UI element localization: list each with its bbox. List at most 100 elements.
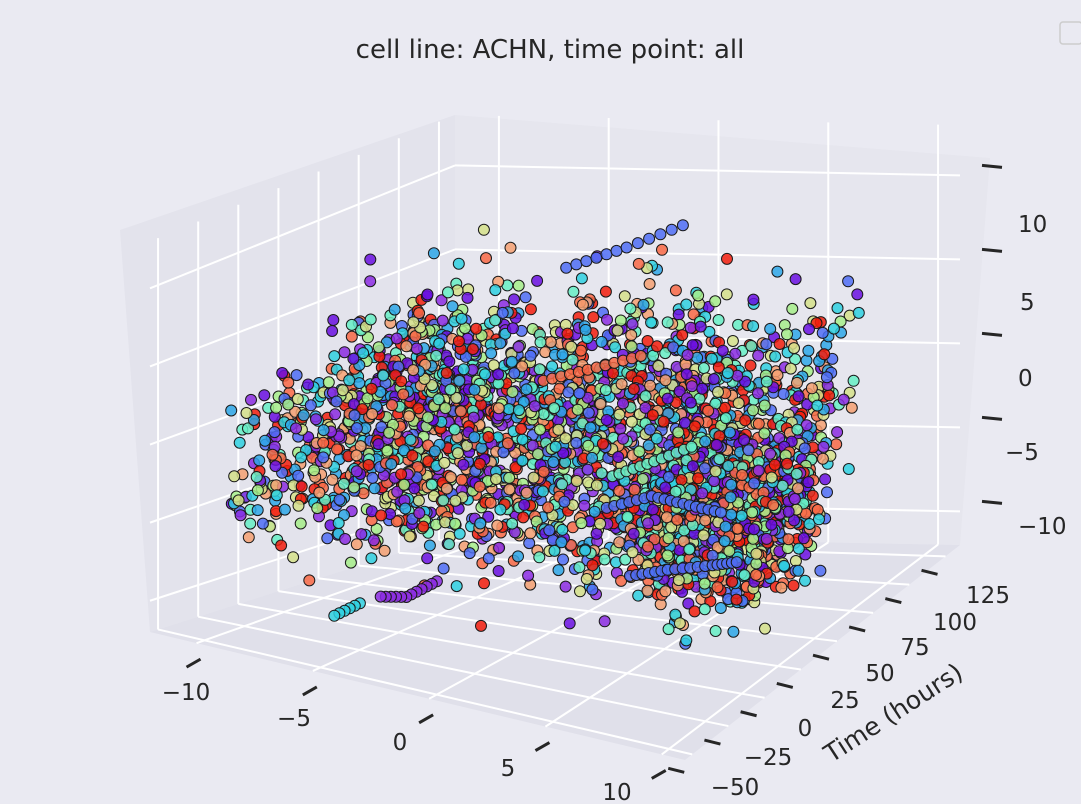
scatter-point bbox=[805, 382, 818, 395]
scatter-point bbox=[802, 344, 815, 357]
scatter-point bbox=[322, 376, 335, 389]
scatter-point bbox=[644, 423, 656, 436]
scatter-point bbox=[501, 437, 514, 450]
scatter-point bbox=[720, 288, 733, 301]
scatter-point bbox=[650, 432, 663, 445]
y-tick-mark bbox=[704, 738, 721, 746]
scatter-point bbox=[570, 258, 583, 271]
scatter-point bbox=[758, 399, 771, 412]
x-tick-label: 5 bbox=[501, 756, 516, 782]
scatter-point bbox=[566, 353, 579, 366]
scatter-point bbox=[659, 374, 672, 387]
scatter-point bbox=[678, 524, 691, 537]
scatter-point bbox=[813, 513, 825, 526]
scatter-point bbox=[736, 469, 749, 481]
scatter-point bbox=[611, 324, 624, 337]
legend[interactable] bbox=[1059, 21, 1081, 45]
gridline-z bbox=[149, 248, 456, 368]
scatter-point bbox=[364, 275, 377, 288]
scatter-point bbox=[453, 527, 466, 540]
scatter-point bbox=[724, 491, 737, 504]
scatter-point bbox=[326, 473, 339, 486]
scatter-point bbox=[398, 478, 411, 491]
scatter-point bbox=[397, 444, 410, 457]
z-tick-label: 10 bbox=[1018, 212, 1047, 238]
scatter-point bbox=[291, 393, 304, 405]
scatter-point bbox=[347, 352, 360, 365]
scatter-point bbox=[489, 314, 502, 327]
scatter-point bbox=[534, 423, 546, 436]
scatter-point bbox=[575, 272, 588, 285]
scatter-point bbox=[505, 355, 518, 368]
scatter-point bbox=[453, 374, 466, 387]
scatter-point bbox=[631, 237, 644, 250]
scatter-point bbox=[492, 565, 505, 577]
scatter-point bbox=[595, 335, 608, 348]
scatter-point bbox=[729, 347, 742, 360]
scatter-point bbox=[632, 589, 645, 602]
scatter-point bbox=[268, 426, 281, 439]
x-tick-label: −10 bbox=[162, 680, 211, 706]
scatter-point bbox=[781, 457, 794, 470]
scatter-point bbox=[816, 326, 829, 339]
y-tick-label: 50 bbox=[865, 661, 894, 687]
scatter-point bbox=[302, 378, 315, 391]
scatter-point bbox=[613, 408, 626, 421]
scatter-point bbox=[365, 382, 378, 395]
scatter-point bbox=[482, 431, 495, 443]
scatter-point bbox=[642, 540, 654, 553]
scatter-point bbox=[356, 403, 369, 416]
scatter-point bbox=[232, 494, 245, 507]
scatter-point bbox=[646, 503, 659, 516]
scatter-point bbox=[750, 547, 763, 560]
scatter-point bbox=[582, 406, 595, 419]
scatter-point bbox=[659, 585, 672, 598]
scatter-point bbox=[742, 444, 755, 457]
scatter-point bbox=[642, 439, 655, 452]
scatter-point bbox=[482, 552, 495, 565]
scatter-point bbox=[266, 448, 279, 461]
chart-title: cell line: ACHN, time point: all bbox=[356, 35, 745, 65]
scatter-point bbox=[659, 347, 672, 360]
scatter-point bbox=[452, 335, 465, 348]
scatter-point bbox=[386, 399, 398, 412]
scatter-point bbox=[468, 383, 481, 396]
scatter-point bbox=[708, 475, 721, 488]
scatter-point bbox=[790, 467, 803, 480]
scatter-point bbox=[278, 503, 291, 516]
scatter-point bbox=[437, 494, 450, 507]
scatter-point bbox=[560, 261, 573, 274]
scatter-point bbox=[330, 395, 343, 408]
scatter-point bbox=[716, 344, 729, 357]
scatter-point bbox=[579, 323, 592, 336]
scatter-point bbox=[561, 327, 574, 340]
scatter-point bbox=[688, 605, 701, 618]
scatter-point bbox=[317, 424, 330, 437]
scatter-point bbox=[457, 458, 470, 471]
scatter-point bbox=[450, 391, 463, 404]
scatter-point bbox=[685, 380, 698, 393]
scatter-point bbox=[672, 308, 685, 321]
scatter-point bbox=[537, 465, 550, 478]
scatter-point bbox=[723, 545, 736, 557]
scatter-point bbox=[692, 289, 705, 302]
scatter-point bbox=[527, 471, 540, 484]
x-tick-mark bbox=[534, 741, 551, 752]
scatter-point bbox=[699, 514, 712, 527]
scatter-point bbox=[508, 293, 520, 306]
scatter-point bbox=[310, 413, 322, 426]
scatter-point bbox=[503, 471, 516, 484]
scatter-point bbox=[348, 481, 360, 494]
scatter-point bbox=[350, 422, 363, 435]
scatter-point bbox=[251, 484, 264, 497]
scatter-point bbox=[559, 432, 572, 445]
scatter-point bbox=[745, 340, 758, 352]
scatter-point bbox=[407, 364, 420, 377]
scatter-point bbox=[678, 416, 691, 429]
scatter-point bbox=[399, 502, 412, 515]
scatter-point bbox=[295, 480, 308, 493]
scatter-point bbox=[632, 257, 645, 270]
scatter-point bbox=[383, 426, 396, 439]
scatter-point bbox=[442, 286, 454, 299]
